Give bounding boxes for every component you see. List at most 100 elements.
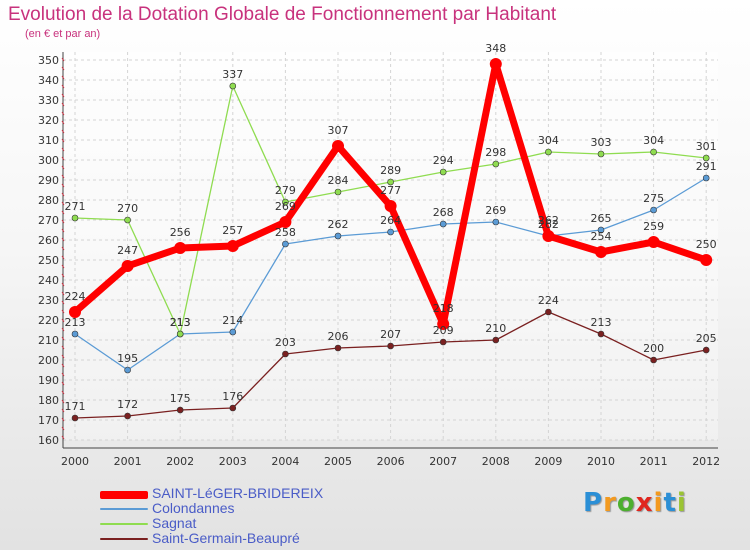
data-point xyxy=(545,308,552,316)
data-point xyxy=(282,198,289,206)
data-label: 213 xyxy=(65,316,86,329)
data-point xyxy=(124,366,131,374)
axis-decor-tick xyxy=(61,255,65,260)
data-label: 262 xyxy=(538,214,559,227)
data-label: 337 xyxy=(222,68,243,81)
data-point xyxy=(700,254,713,266)
axis-decor-tick xyxy=(61,345,65,350)
data-point xyxy=(387,228,394,236)
data-point xyxy=(174,242,187,254)
axis-decor-tick xyxy=(61,138,65,143)
data-label: 213 xyxy=(591,316,612,329)
data-point xyxy=(545,148,552,156)
y-tick-label: 180 xyxy=(38,394,59,407)
data-point xyxy=(492,218,500,226)
axis-decor-tick xyxy=(61,201,65,206)
axis-decor-tick xyxy=(61,336,65,341)
data-point xyxy=(439,168,447,176)
data-label: 279 xyxy=(275,184,296,197)
data-point xyxy=(597,150,605,158)
y-tick-label: 200 xyxy=(38,354,59,367)
x-tick-label: 2003 xyxy=(219,455,247,468)
data-label: 277 xyxy=(380,184,401,197)
x-tick-label: 2006 xyxy=(377,455,405,468)
axis-decor-tick xyxy=(61,381,65,386)
data-point xyxy=(542,230,555,242)
data-point xyxy=(69,306,81,318)
data-label: 207 xyxy=(380,328,401,341)
data-label: 171 xyxy=(65,400,86,413)
axis-decor-tick xyxy=(61,165,65,170)
y-tick-label: 300 xyxy=(38,154,59,167)
data-label: 275 xyxy=(643,192,664,205)
axis-decor-tick xyxy=(61,417,65,422)
axis-decor-tick xyxy=(61,120,65,125)
axis-decor-tick xyxy=(61,228,65,233)
x-tick-label: 2011 xyxy=(640,455,668,468)
axis-decor-tick xyxy=(61,399,65,404)
data-label: 205 xyxy=(696,332,717,345)
y-tick-label: 320 xyxy=(38,114,59,127)
axis-decor-tick xyxy=(61,57,65,62)
data-label: 284 xyxy=(328,174,349,187)
y-tick-label: 290 xyxy=(38,174,59,187)
legend-swatch-colondannes xyxy=(100,508,148,510)
data-label: 206 xyxy=(328,330,349,343)
legend-label: Colondannes xyxy=(152,500,235,516)
y-tick-label: 230 xyxy=(38,294,59,307)
logo-letter: r xyxy=(603,488,617,518)
data-label: 291 xyxy=(696,160,717,173)
axis-decor-tick xyxy=(61,435,65,440)
data-point xyxy=(71,414,79,422)
data-point xyxy=(332,140,344,152)
data-point xyxy=(71,214,79,222)
axis-decor-tick xyxy=(61,291,65,296)
data-label: 200 xyxy=(643,342,664,355)
data-label: 257 xyxy=(222,224,243,237)
y-tick-label: 260 xyxy=(38,234,59,247)
y-tick-label: 160 xyxy=(38,434,59,447)
y-tick-label: 190 xyxy=(38,374,59,387)
y-tick-label: 210 xyxy=(38,334,59,347)
y-tick-label: 350 xyxy=(38,54,59,67)
data-label: 172 xyxy=(117,398,138,411)
data-label: 294 xyxy=(433,154,454,167)
data-label: 213 xyxy=(170,316,191,329)
data-label: 258 xyxy=(275,226,296,239)
data-label: 224 xyxy=(538,294,559,307)
x-tick-label: 2005 xyxy=(324,455,352,468)
data-point xyxy=(124,412,131,420)
axis-decor-tick xyxy=(61,237,65,242)
axis-decor-tick xyxy=(61,75,65,80)
data-point xyxy=(597,226,605,234)
data-point xyxy=(650,148,657,156)
data-label: 265 xyxy=(591,212,612,225)
proxiti-logo: Proxiti xyxy=(583,488,687,518)
axis-decor-tick xyxy=(61,354,65,359)
data-label: 269 xyxy=(275,200,296,213)
axis-decor-tick xyxy=(61,129,65,134)
y-tick-label: 220 xyxy=(38,314,59,327)
data-label: 304 xyxy=(538,134,559,147)
data-point xyxy=(437,318,450,330)
axis-decor-tick xyxy=(61,192,65,197)
axis-decor-tick xyxy=(61,84,65,89)
logo-letter: x xyxy=(635,488,654,518)
x-tick-label: 2001 xyxy=(114,455,142,468)
logo-letter: P xyxy=(583,488,604,518)
axis-decor-tick xyxy=(61,66,65,71)
axis-decor-tick xyxy=(61,174,65,179)
x-tick-label: 2004 xyxy=(271,455,299,468)
data-point xyxy=(489,58,502,70)
data-label: 270 xyxy=(117,202,138,215)
data-point xyxy=(647,236,660,248)
data-label: 259 xyxy=(643,220,664,233)
axis-decor-tick xyxy=(61,273,65,278)
data-label: 210 xyxy=(485,322,506,335)
data-point xyxy=(492,160,500,168)
data-point xyxy=(650,356,657,364)
axis-decor-tick xyxy=(61,183,65,188)
legend-swatch-sagnat xyxy=(100,523,148,525)
data-point xyxy=(702,174,710,182)
